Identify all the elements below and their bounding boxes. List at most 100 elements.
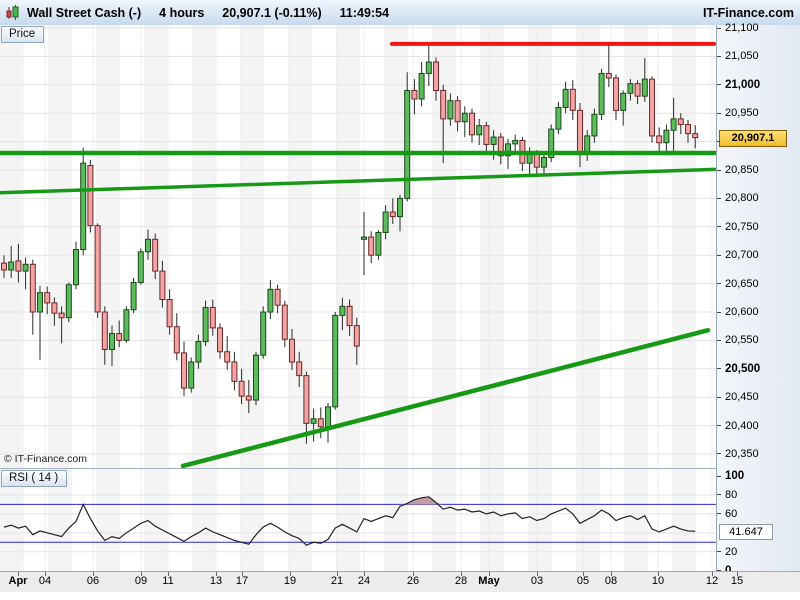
axis-tick [717,425,721,426]
price-chart-canvas[interactable] [0,25,716,468]
candle [22,263,29,272]
axis-tick [717,368,721,369]
axis-tick [717,84,721,85]
candle [404,89,411,199]
x-axis-label: 19 [283,575,297,587]
candle [440,89,447,120]
axis-tick [717,283,721,284]
y-axis-label: 0 [725,564,731,578]
x-axis-label: May [478,575,500,587]
tab-rsi[interactable]: RSI ( 14 ) [1,470,68,487]
y-axis-label: 20,700 [725,249,759,262]
y-axis-label: 20,550 [725,334,759,347]
x-axis-tick [712,572,713,576]
candle [670,118,677,131]
x-axis-tick [18,572,19,576]
trendline-shallow[interactable] [0,167,716,195]
timeframe-label: 4 hours [159,5,205,20]
rsi-chart-canvas[interactable] [0,469,716,571]
y-axis-label: 20,500 [725,362,761,375]
candle [411,89,418,100]
candle [692,133,699,139]
axis-tick [717,226,721,227]
candle [325,406,331,428]
candle [188,361,195,389]
candle [634,83,641,97]
time-label: 11:49:54 [339,5,390,20]
candle [238,380,245,397]
header-bar: Wall Street Cash (-) 4 hours 20,907.1 (-… [0,0,800,26]
candle [562,88,569,109]
candle [101,311,108,350]
candle [620,92,627,111]
candle [195,341,202,363]
candle [145,238,151,253]
candle [382,211,389,233]
candle [685,124,691,135]
candle [224,351,231,363]
candle [8,261,15,271]
candle [51,302,58,314]
candle [389,211,396,218]
candle [37,292,43,313]
candle [116,333,123,341]
axis-tick [717,494,721,495]
candle [649,78,655,137]
candle [209,306,216,329]
trendline-ascending[interactable] [180,327,711,468]
candle [368,236,375,256]
candle [605,72,612,79]
axis-tick [717,453,721,454]
x-axis-label: 12 [705,575,719,587]
candlestick-icon [5,4,21,21]
quote-label: 20,907.1 (-0.11%) [222,5,322,20]
x-axis-tick [611,572,612,576]
axis-tick [717,551,721,552]
candle [332,314,339,408]
y-axis-label: 20,750 [725,220,759,233]
candle [584,135,591,154]
candle [181,352,187,389]
x-axis-label: 06 [86,575,100,587]
x-axis-tick [489,572,490,576]
y-axis-label: 21,100 [725,22,759,34]
candle [397,197,403,218]
axis-tick [717,340,721,341]
x-axis-tick [583,572,584,576]
y-axis-column: 20,907.1 41.647 21,100 21,050 21,000 20,950… [716,22,800,577]
candle [173,326,180,354]
candle [613,77,619,111]
tab-price[interactable]: Price [1,26,45,43]
y-axis-label: 20,650 [725,277,759,290]
candle [87,164,94,227]
x-axis-label: 09 [134,575,148,587]
x-axis-label: 04 [38,575,52,587]
candle [656,135,663,144]
candle [253,354,259,401]
candle [130,281,137,311]
axis-tick [717,28,721,29]
candle [94,225,101,313]
rsi-chart-pane[interactable]: RSI ( 14 ) [0,469,716,572]
candle [346,305,353,327]
price-chart-pane[interactable]: Price © IT-Finance.com [0,25,716,469]
candle [267,288,274,313]
axis-tick [717,56,721,57]
last-price-badge: 20,907.1 [719,129,787,147]
candle [476,125,483,136]
x-axis-tick [413,572,414,576]
candle [159,270,166,301]
candle [217,327,223,353]
candle [58,312,65,319]
candle [231,361,238,382]
candle [353,325,360,347]
y-axis-label: 21,050 [725,50,759,63]
y-axis-label: 20 [725,545,738,558]
x-axis-label: 10 [651,575,665,587]
x-axis-tick [461,572,462,576]
candle [245,395,252,401]
axis-tick [717,476,721,477]
candle [577,109,583,154]
candle [123,309,130,341]
y-axis-label: 21,000 [725,78,761,91]
